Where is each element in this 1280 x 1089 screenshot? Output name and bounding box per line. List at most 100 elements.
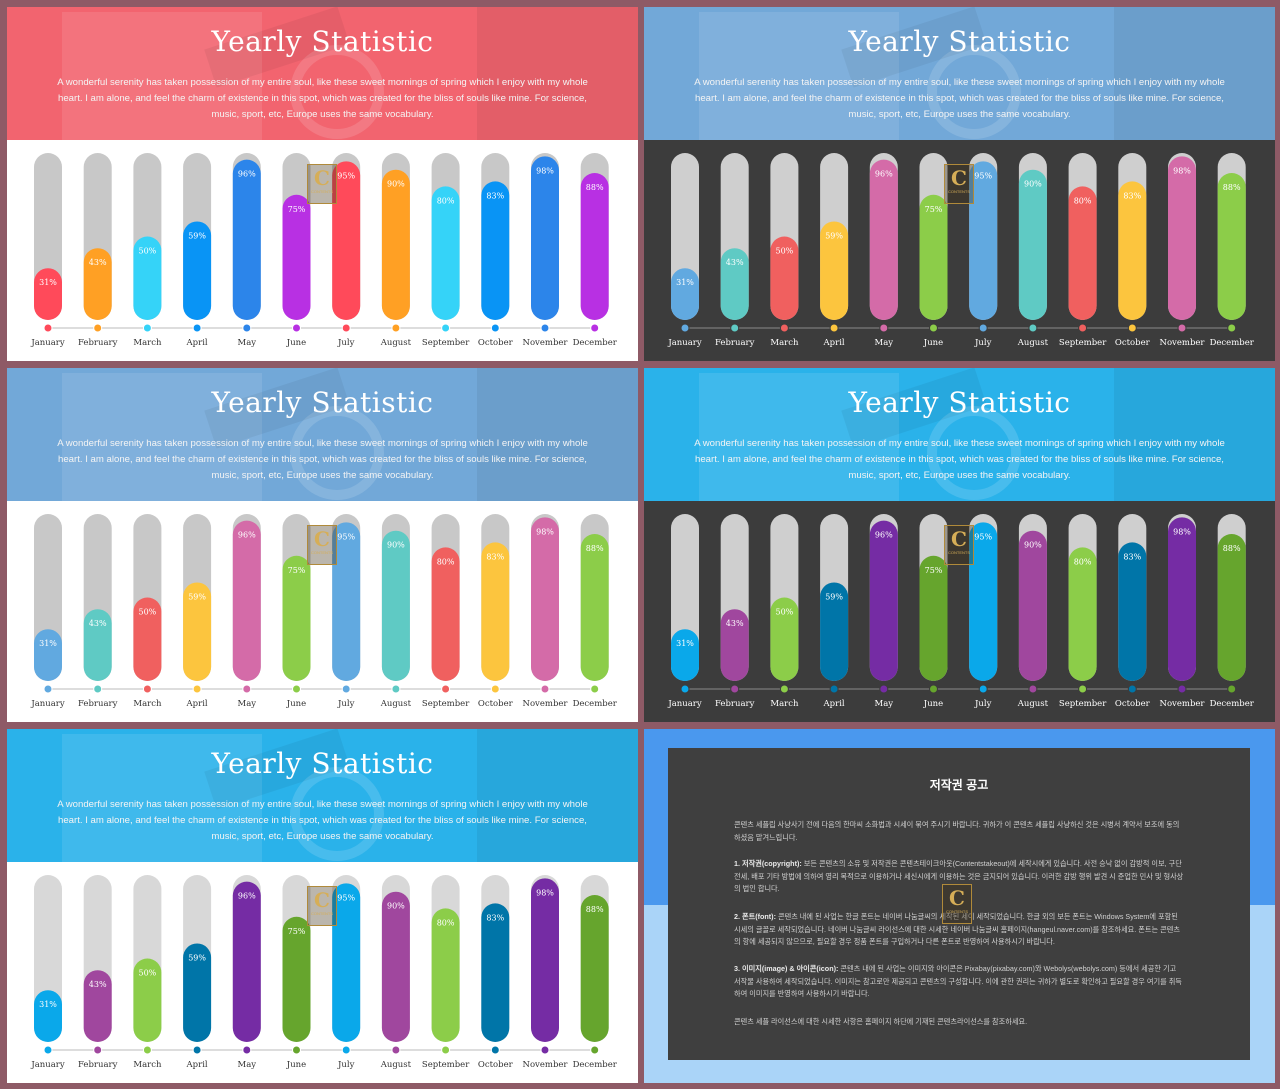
watermark-text: CONTENTS (948, 550, 970, 555)
bar-value-label: 83% (486, 191, 504, 200)
timeline-dot (341, 323, 351, 333)
bar-value-label: 43% (726, 619, 744, 628)
timeline-dot (680, 323, 690, 333)
timeline-dot (540, 323, 550, 333)
notice-font-heading: 2. 폰트(font): (734, 912, 776, 921)
bar-april (183, 582, 212, 681)
slide-title: Yearly Statistic (848, 386, 1071, 419)
bar-value-label: 50% (139, 969, 157, 978)
slide-header: Yearly Statistic A wonderful serenity has… (644, 7, 1275, 140)
timeline-dot (1028, 684, 1038, 694)
bar-value-label: 98% (536, 888, 554, 897)
bar-august (381, 891, 410, 1042)
bar-value-label: 83% (1123, 552, 1141, 561)
timeline-dot (1177, 323, 1187, 333)
slide-subtitle: A wonderful serenity has taken possessio… (57, 799, 588, 842)
month-label: August (380, 338, 412, 348)
month-label: April (823, 338, 845, 348)
slide-title: Yearly Statistic (848, 25, 1071, 58)
bar-april (820, 582, 849, 681)
bar-chart: 31% January 43% February 50% March 59% April 96%… (667, 514, 1255, 709)
bar-november (531, 156, 559, 320)
month-label: August (380, 1060, 412, 1070)
slide-title: Yearly Statistic (211, 25, 434, 58)
timeline-dot (978, 323, 988, 333)
bar-value-label: 98% (536, 166, 554, 175)
watermark-text: CONTENTS (948, 189, 970, 194)
month-label: November (1160, 699, 1206, 709)
timeline-dot (192, 684, 202, 694)
watermark-letter: C (314, 166, 330, 190)
bar-november (1168, 517, 1196, 681)
bar-value-label: 88% (1223, 544, 1241, 553)
bar-july (332, 161, 361, 320)
bar-value-label: 96% (238, 170, 256, 179)
bar-october (481, 903, 510, 1042)
bar-january (34, 990, 62, 1042)
month-label: March (133, 338, 162, 348)
month-label: June (286, 699, 306, 709)
month-label: May (238, 1060, 257, 1070)
timeline-dot (441, 684, 451, 694)
bar-march (133, 958, 162, 1042)
bar-value-label: 96% (238, 892, 256, 901)
bar-july (969, 522, 998, 681)
bar-june (282, 194, 311, 320)
bar-value-label: 50% (139, 247, 157, 256)
month-label: November (523, 699, 569, 709)
notice-image-heading: 3. 이미지(image) & 아이콘(icon): (734, 964, 839, 973)
notice-panel: 저작권 공고 콘텐츠 세플립 사냥사기 전에 다음의 한마씨 소화법과 시세이 … (668, 748, 1250, 1060)
timeline-dot (490, 684, 500, 694)
timeline-dot (1127, 684, 1137, 694)
bar-value-label: 31% (676, 639, 694, 648)
bar-value-label: 88% (1223, 183, 1241, 192)
bar-january (34, 268, 62, 320)
bar-value-label: 80% (437, 918, 455, 927)
notice-para-copyright: 1. 저작권(copyright): 보든 콘텐츠의 소유 및 저작권은 콘텐츠… (734, 858, 1184, 896)
bar-august (381, 530, 410, 681)
bar-june (282, 555, 311, 681)
bar-may (869, 520, 898, 681)
month-label: October (478, 699, 514, 709)
month-label: October (1115, 699, 1151, 709)
month-label: April (186, 699, 208, 709)
month-label: November (523, 1060, 569, 1070)
slide-title: Yearly Statistic (211, 386, 434, 419)
timeline-dot (1227, 684, 1237, 694)
timeline-dot (540, 1045, 550, 1055)
month-label: December (1210, 338, 1255, 348)
timeline-dot (590, 323, 600, 333)
bar-december (580, 895, 609, 1042)
timeline-dot (929, 323, 938, 333)
bar-chart: 31% January 43% February 50% March 59% April 96%… (30, 875, 618, 1070)
timeline-dot (929, 684, 938, 694)
month-label: June (286, 338, 306, 348)
timeline-dot (142, 1045, 152, 1055)
month-label: July (337, 338, 355, 348)
bar-value-label: 80% (437, 196, 455, 205)
bar-chart: 31% January 43% February 50% March 59% April 96%… (667, 153, 1255, 348)
month-label: November (523, 338, 569, 348)
bar-value-label: 80% (437, 557, 455, 566)
bar-value-label: 31% (676, 278, 694, 287)
bar-value-label: 88% (586, 183, 604, 192)
watermark-text: CONTENTS (311, 911, 333, 916)
timeline-dot (341, 1045, 351, 1055)
slide-soft-white: Yearly Statistic A wonderful serenity has… (7, 368, 638, 722)
bar-value-label: 50% (776, 608, 794, 617)
timeline-dot (779, 684, 789, 694)
bar-april (183, 943, 212, 1042)
timeline-dot (1078, 323, 1088, 333)
slide-title: Yearly Statistic (211, 747, 434, 780)
bar-december (580, 534, 609, 681)
watermark-logo: C CONTENTS (307, 886, 337, 926)
month-label: April (823, 699, 845, 709)
bar-value-label: 80% (1074, 196, 1092, 205)
bar-april (183, 221, 212, 320)
timeline-dot (829, 323, 839, 333)
month-label: May (238, 699, 257, 709)
timeline-dot (242, 1045, 252, 1055)
header-background-photo (62, 368, 638, 501)
month-label: February (78, 338, 118, 348)
bar-value-label: 88% (586, 544, 604, 553)
